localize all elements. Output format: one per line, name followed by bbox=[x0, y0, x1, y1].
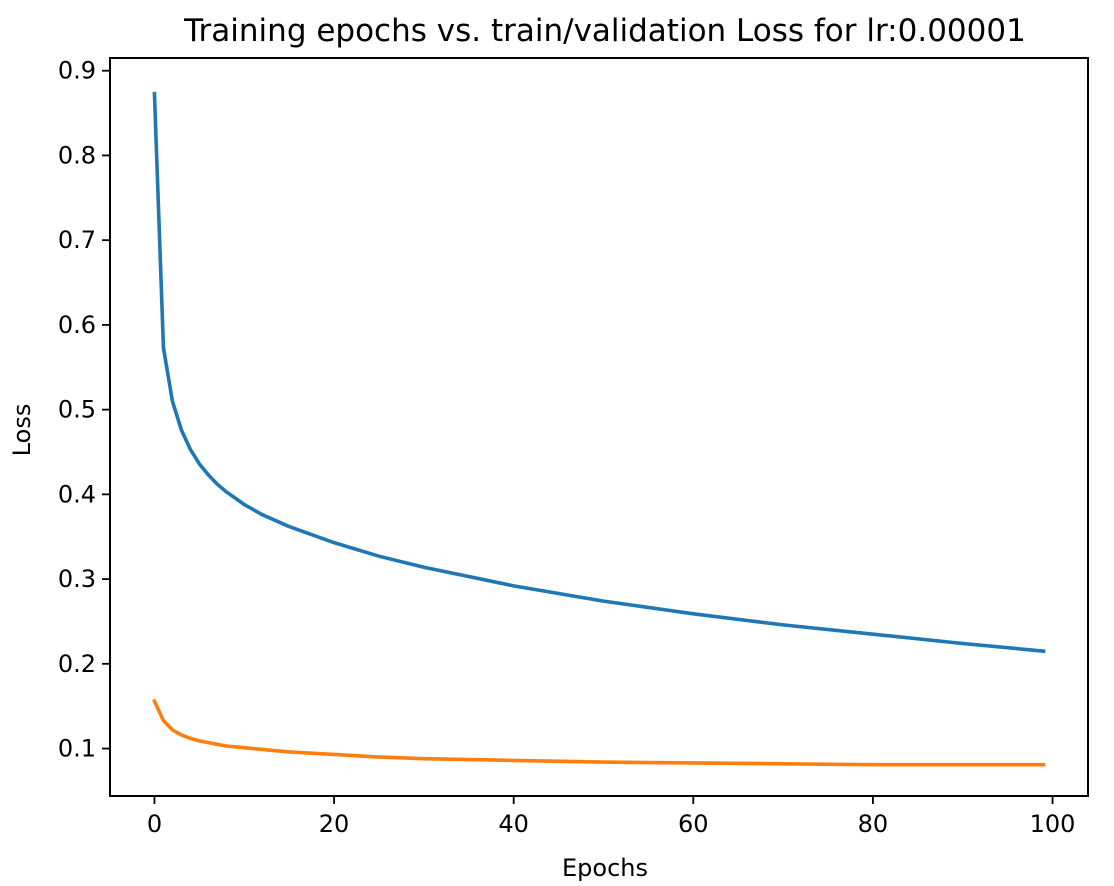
y-tick-label: 0.7 bbox=[58, 226, 96, 254]
x-tick-label: 100 bbox=[1030, 810, 1076, 838]
axes: 0 20 40 60 80 100 0.1 0.2 0.3 0.4 0.5 0.6 0.7 0.8 0.9 bbox=[58, 57, 1089, 838]
y-tick-label: 0.6 bbox=[58, 311, 96, 339]
x-tick-label: 60 bbox=[678, 810, 709, 838]
y-tick-label: 0.1 bbox=[58, 735, 96, 763]
axes-frame bbox=[109, 57, 1089, 797]
x-tick-label: 0 bbox=[147, 810, 162, 838]
x-tick-label: 40 bbox=[498, 810, 529, 838]
y-tick-label: 0.5 bbox=[58, 396, 96, 424]
x-tick-label: 80 bbox=[858, 810, 889, 838]
series-0-line bbox=[152, 91, 1046, 654]
x-tick-label: 20 bbox=[319, 810, 350, 838]
y-tick-label: 0.8 bbox=[58, 141, 96, 169]
chart-title: Training epochs vs. train/validation Los… bbox=[183, 13, 1026, 49]
x-axis-label: Epochs bbox=[562, 854, 648, 882]
plot-area bbox=[152, 91, 1046, 767]
y-tick-label: 0.2 bbox=[58, 650, 96, 678]
y-tick-label: 0.4 bbox=[58, 480, 96, 508]
y-axis-label: Loss bbox=[8, 404, 36, 457]
series-1-line bbox=[152, 698, 1046, 767]
y-tick-label: 0.3 bbox=[58, 565, 96, 593]
y-tick-label: 0.9 bbox=[58, 57, 96, 85]
